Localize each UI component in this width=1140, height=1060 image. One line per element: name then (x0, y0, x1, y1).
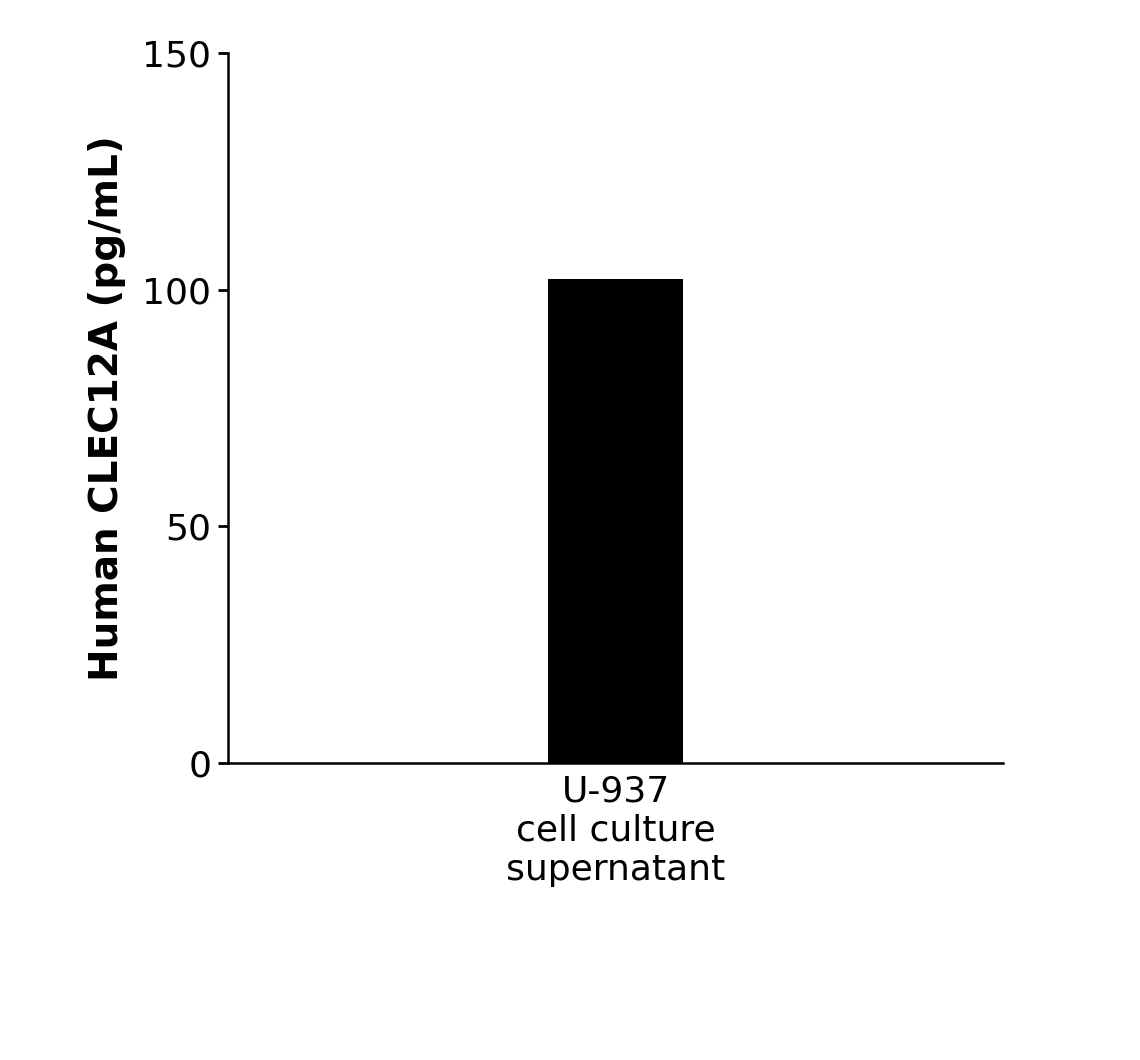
Bar (547, 280, 684, 763)
Y-axis label: Human CLEC12A (pg/mL): Human CLEC12A (pg/mL) (88, 136, 125, 681)
